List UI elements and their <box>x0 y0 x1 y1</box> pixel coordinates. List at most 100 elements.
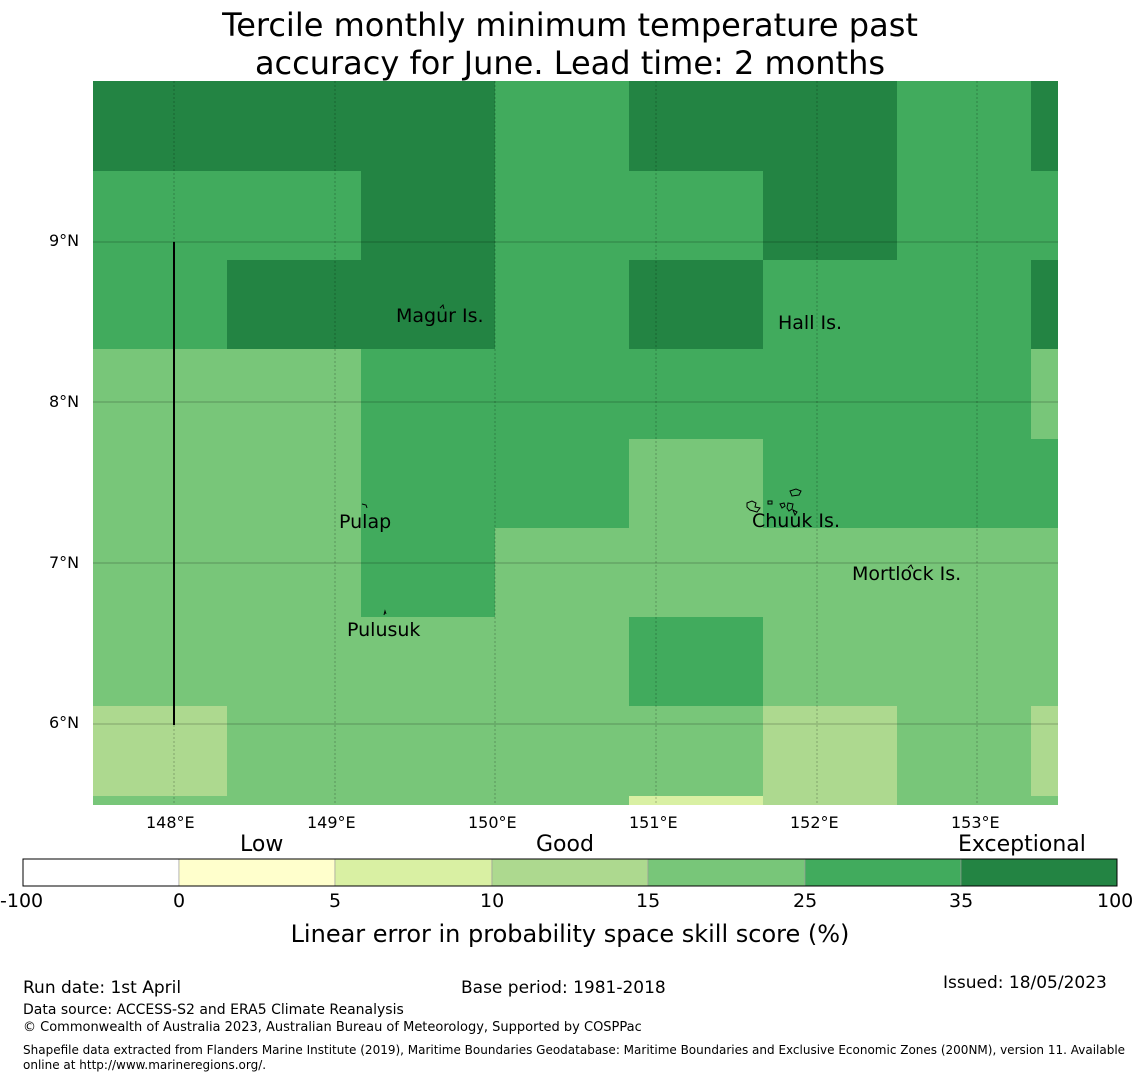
grid-cell <box>495 349 629 439</box>
grid-cell <box>361 796 495 805</box>
place-label-pulap: Pulap <box>339 511 392 533</box>
grid-cell <box>361 171 495 260</box>
copyright: © Commonwealth of Australia 2023, Austra… <box>23 1020 642 1035</box>
grid-cell <box>897 260 1031 349</box>
grid-cell <box>763 260 897 349</box>
grid-cell <box>93 81 227 171</box>
y-tick-6n: 6°N <box>49 713 80 732</box>
grid-cell <box>629 260 763 349</box>
grid-cell <box>93 171 227 260</box>
grid-cell <box>361 617 495 706</box>
grid-cell <box>495 171 629 260</box>
place-label-mortlock: Mortlock Is. <box>852 563 962 585</box>
grid-cell <box>897 796 1031 805</box>
colorbar-segment <box>22 858 180 887</box>
grid-cell <box>227 81 361 171</box>
grid-cell <box>227 349 361 439</box>
grid-cell <box>897 528 1031 617</box>
colorbar-segment <box>804 858 962 887</box>
grid-cell <box>897 439 1031 528</box>
grid-cell <box>227 171 361 260</box>
x-tick-153e: 153°E <box>951 813 1000 832</box>
grid-cell <box>227 260 361 349</box>
colorbar-segment <box>491 858 649 887</box>
run-date: Run date: 1st April <box>23 978 182 998</box>
grid-cell <box>227 528 361 617</box>
grid-cell <box>763 81 897 171</box>
island-outlines <box>361 304 914 616</box>
colorbar-tick-minus100: -100 <box>0 890 44 912</box>
grid-cell <box>763 528 897 617</box>
grid-cell <box>495 706 629 796</box>
grid-cell <box>763 796 897 805</box>
shapefile-credit-line-1: Shapefile data extracted from Flanders M… <box>23 1043 1126 1057</box>
grid-cell <box>1031 617 1058 706</box>
y-tick-7n: 7°N <box>49 553 80 572</box>
grid-cell <box>629 439 763 528</box>
chart-title-line-1: Tercile monthly minimum temperature past <box>222 6 918 44</box>
grid-cell <box>1031 439 1058 528</box>
grid-cell <box>897 349 1031 439</box>
grid-cell <box>93 796 227 805</box>
grid-cell <box>1031 260 1058 349</box>
y-tick-8n: 8°N <box>49 392 80 411</box>
mortlock-island-shape <box>907 564 914 570</box>
colorbar-category-good: Good <box>536 832 594 857</box>
colorbar-segment <box>647 858 806 887</box>
x-tick-151e: 151°E <box>629 813 678 832</box>
colorbar-category-low: Low <box>240 832 284 857</box>
grid-cell <box>93 617 227 706</box>
grid-cell <box>1031 349 1058 439</box>
colorbar-tick-100: 100 <box>1097 890 1134 912</box>
grid-cell <box>629 796 763 805</box>
graticule <box>93 81 1058 805</box>
grid-cell <box>763 706 897 796</box>
chuuk-islands-shape <box>746 488 802 517</box>
grid-cell <box>227 796 361 805</box>
grid-cell <box>93 439 227 528</box>
place-label-pulusuk: Pulusuk <box>347 619 421 641</box>
colorbar-label: Linear error in probability space skill … <box>290 920 850 948</box>
grid-cell <box>629 171 763 260</box>
grid-cell <box>361 260 495 349</box>
grid-cell <box>897 171 1031 260</box>
grid-cell <box>1031 796 1058 805</box>
grid-cell <box>361 528 495 617</box>
grid-cell <box>227 617 361 706</box>
colorbar-segment <box>960 858 1118 887</box>
grid-cell <box>1031 81 1058 171</box>
grid-cell <box>93 706 227 796</box>
data-source: Data source: ACCESS-S2 and ERA5 Climate … <box>23 1002 404 1018</box>
grid-cell <box>897 81 1031 171</box>
grid-cell <box>93 528 227 617</box>
grid-cell <box>629 528 763 617</box>
x-tick-152e: 152°E <box>790 813 839 832</box>
grid-cell <box>361 349 495 439</box>
grid-cell <box>629 706 763 796</box>
colorbar-outline <box>22 858 1118 887</box>
grid-cell <box>93 349 227 439</box>
grid-cell <box>1031 528 1058 617</box>
pulusuk-island-shape <box>383 609 387 616</box>
grid-cell <box>763 439 897 528</box>
place-label-hall: Hall Is. <box>778 312 843 334</box>
grid-cell <box>495 439 629 528</box>
grid-cell <box>629 617 763 706</box>
base-period: Base period: 1981-2018 <box>461 978 666 998</box>
x-tick-149e: 149°E <box>307 813 356 832</box>
colorbar-tick-35: 35 <box>949 890 974 912</box>
grid-cell <box>93 260 227 349</box>
grid-cell <box>897 706 1031 796</box>
grid-cell <box>495 617 629 706</box>
grid-cell <box>361 706 495 796</box>
colorbar-tick-25: 25 <box>793 890 818 912</box>
magur-island-shape <box>439 304 445 310</box>
colorbar-tick-10: 10 <box>480 890 505 912</box>
chart-title-line-2: accuracy for June. Lead time: 2 months <box>254 44 886 82</box>
grid-cell <box>629 81 763 171</box>
grid-cell <box>763 349 897 439</box>
colorbar <box>22 858 1118 887</box>
x-tick-150e: 150°E <box>468 813 517 832</box>
grid-cell <box>361 81 495 171</box>
